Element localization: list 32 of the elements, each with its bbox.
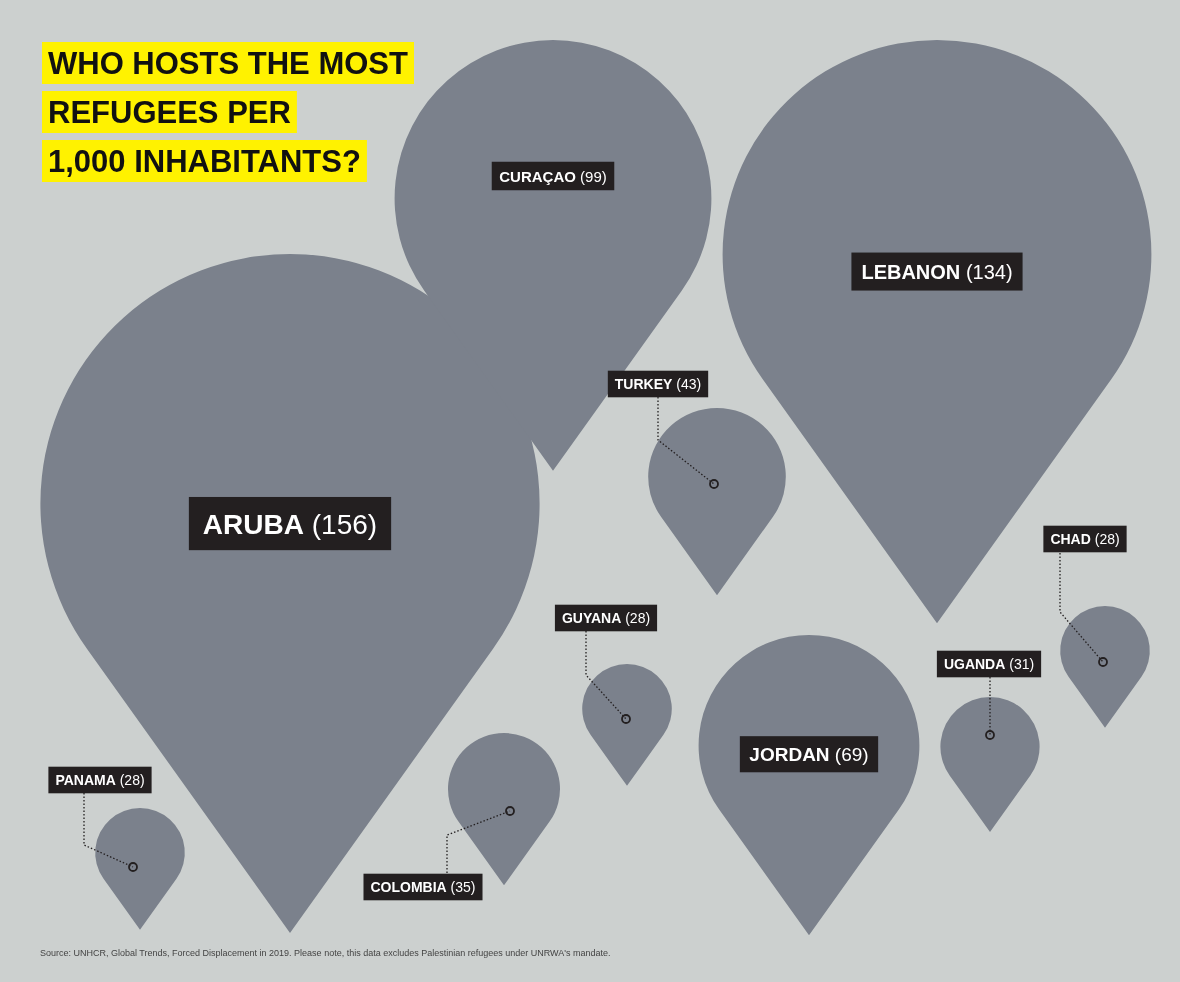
category-label: COLOMBIA: [370, 879, 447, 895]
data-label: (156): [311, 508, 378, 540]
category-label: PANAMA: [55, 772, 116, 788]
name-tag: ARUBA (156): [188, 496, 392, 551]
name-tag: TURKEY (43): [607, 370, 709, 398]
category-label: ARUBA: [202, 508, 304, 540]
category-label: LEBANON: [861, 260, 961, 283]
name-tag: CHAD (28): [1043, 525, 1127, 553]
data-label: (99): [580, 167, 607, 185]
name-tag: GUYANA (28): [554, 604, 658, 632]
name-tag: JORDAN (69): [739, 736, 879, 773]
category-label: JORDAN: [749, 743, 830, 765]
data-label: (35): [450, 879, 476, 895]
category-label: GUYANA: [561, 610, 622, 626]
source-note: Source: UNHCR, Global Trends, Forced Displacement in 2019. Please note, this data excludes Palestinian refugees under UNRWA's mandate.: [40, 948, 611, 958]
data-label: (28): [625, 610, 651, 626]
data-label: (43): [676, 376, 702, 392]
data-label: (134): [965, 260, 1013, 283]
name-tag: PANAMA (28): [48, 766, 152, 794]
name-tag: CURAÇAO (99): [491, 161, 615, 191]
name-tag: LEBANON (134): [851, 252, 1023, 291]
name-tag: UGANDA (31): [936, 650, 1042, 678]
data-label: (28): [119, 772, 145, 788]
category-label: CHAD: [1050, 531, 1091, 547]
category-label: CURAÇAO: [499, 167, 577, 185]
category-label: TURKEY: [614, 376, 674, 392]
text: WHO HOSTS THE MOST REFUGEES PER 1,000 INHABITANTS?: [48, 45, 408, 179]
data-label: (69): [834, 743, 869, 765]
name-tag: COLOMBIA (35): [363, 873, 483, 901]
data-label: (28): [1094, 531, 1120, 547]
data-label: (31): [1009, 656, 1035, 672]
category-label: UGANDA: [943, 656, 1006, 672]
